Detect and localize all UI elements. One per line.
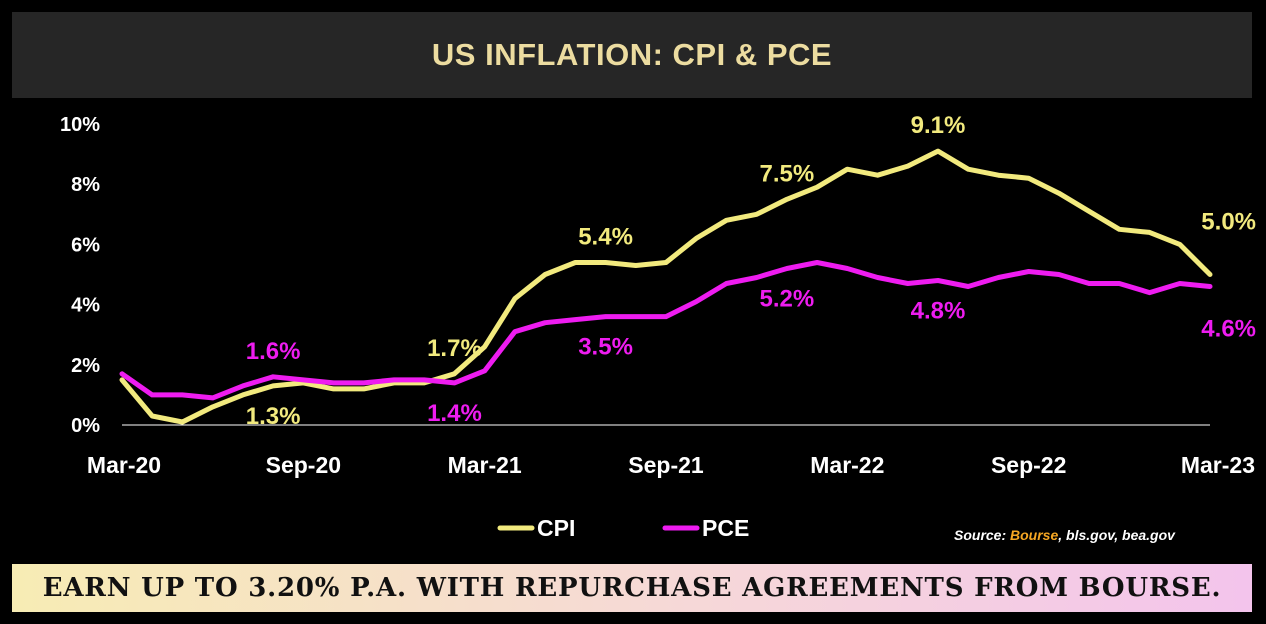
y-tick-label: 2% [71,355,100,377]
promo-banner[interactable]: EARN UP TO 3.20% P.A. WITH REPURCHASE AG… [12,564,1252,612]
inflation-line-chart: 0%2%4%6%8%10% Mar-20 Sep-20 Mar-21 Sep-21 Ma… [60,112,1256,541]
data-label-pce: 3.5% [578,334,633,361]
data-label-cpi: 9.1% [911,112,966,139]
y-tick-label: 8% [71,174,100,196]
x-tick-label: Mar-22 [810,452,884,478]
x-tick-label: Mar-21 [448,452,522,478]
series-lines [119,148,1213,425]
x-tick-label: Sep-20 [266,452,341,478]
title-bar: US INFLATION: CPI & PCE [12,12,1252,98]
x-tick-label: Sep-21 [628,452,704,478]
data-label-cpi: 5.0% [1201,209,1256,236]
source-note: Source: Bourse, bls.gov, bea.gov [954,527,1175,543]
x-tick-label: Sep-22 [991,452,1066,478]
y-axis-labels: 0% 2% 4% 6% 8% 10% [60,114,100,437]
y-tick-label: 0% [71,415,100,437]
promo-banner-text: EARN UP TO 3.20% P.A. WITH REPURCHASE AG… [42,573,1222,603]
y-tick-label: 6% [71,234,100,256]
data-label-pce: 4.8% [911,298,966,325]
data-label-cpi: 1.7% [427,335,482,362]
data-labels: 1.6% 1.3% 1.7% 1.4% 5.4% 3.5% 7.5% 5.2% 9.1% 4.8%… [246,112,1256,430]
legend-label-cpi: CPI [537,515,575,541]
data-label-cpi: 5.4% [578,223,633,250]
series-line-pce [119,260,1213,401]
data-label-pce: 1.6% [246,338,301,365]
y-tick-label: 10% [60,114,100,136]
data-label-cpi: 7.5% [760,160,815,187]
series-line-cpi [119,148,1213,425]
legend: CPI PCE [497,515,749,541]
data-label-pce: 1.4% [427,400,482,427]
data-label-pce: 5.2% [760,285,815,312]
source-suffix: , bls.gov, bea.gov [1058,527,1175,543]
x-axis-labels: Mar-20 Sep-20 Mar-21 Sep-21 Mar-22 Sep-22 Mar-… [87,452,1255,478]
source-prefix: Source: [954,527,1011,543]
x-tick-label: Mar-20 [87,452,161,478]
chart-title: US INFLATION: CPI & PCE [431,37,833,72]
x-tick-label: Mar-23 [1181,452,1255,478]
source-brand: Bourse [1010,527,1059,543]
legend-label-pce: PCE [702,515,749,541]
y-tick-label: 4% [71,295,100,317]
data-label-pce: 4.6% [1201,316,1256,343]
data-label-cpi: 1.3% [246,403,301,430]
